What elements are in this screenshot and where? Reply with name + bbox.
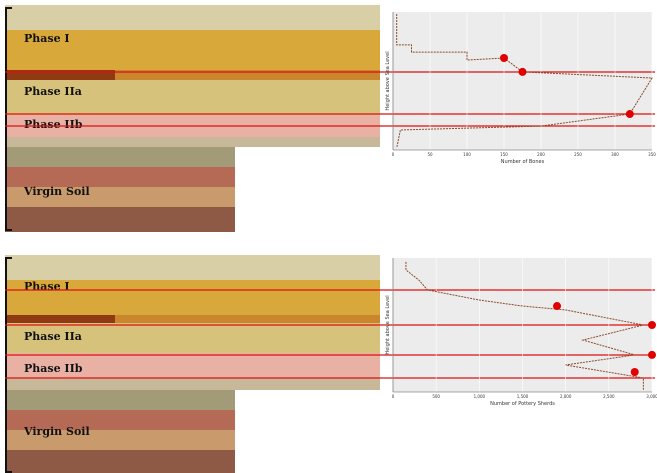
phase-label: Phase I (24, 32, 70, 45)
phase-label: Phase IIb (24, 118, 83, 131)
highlight-point (500, 54, 508, 62)
x-tick-label: 50 (427, 152, 433, 157)
x-tick-label: 300 (611, 152, 619, 157)
highlight-point (648, 321, 656, 329)
x-tick-label: 350 (648, 152, 656, 157)
x-tick-label: 200 (537, 152, 545, 157)
x-tick-label: 3,000 (646, 394, 657, 399)
x-tick-label: 250 (574, 152, 582, 157)
phase-label: Phase IIa (24, 85, 82, 98)
phase-label: Virgin Soil (23, 185, 90, 198)
figure: Phase I Phase IIa Phase IIb Virgin Soil 0 50 1… (0, 0, 657, 473)
highlight-point (631, 368, 639, 376)
x-tick-label: 1,000 (474, 394, 486, 399)
y-axis-title: Height above Sea Level (385, 51, 391, 110)
highlight-point (648, 351, 656, 359)
x-tick-label: 1,500 (517, 394, 529, 399)
x-tick-label: 100 (463, 152, 471, 157)
phase-label: Phase IIa (24, 330, 82, 343)
phase-label: Virgin Soil (23, 425, 90, 438)
x-tick-label: 0 (392, 152, 395, 157)
x-tick-label: 500 (432, 394, 440, 399)
x-tick-label: 2,500 (603, 394, 615, 399)
x-axis-title: Number of Bones (501, 159, 545, 165)
x-tick-label: 0 (392, 394, 395, 399)
phase-label: Phase I (24, 280, 70, 293)
y-axis-title: Height above Sea Level (385, 295, 391, 354)
x-tick-label: 2,000 (560, 394, 572, 399)
highlight-point (553, 302, 561, 310)
x-axis-title: Number of Pottery Sherds (490, 401, 555, 407)
phase-label: Phase IIb (24, 362, 83, 375)
highlight-point (519, 68, 527, 76)
x-tick-label: 150 (500, 152, 508, 157)
highlight-point (626, 110, 634, 118)
